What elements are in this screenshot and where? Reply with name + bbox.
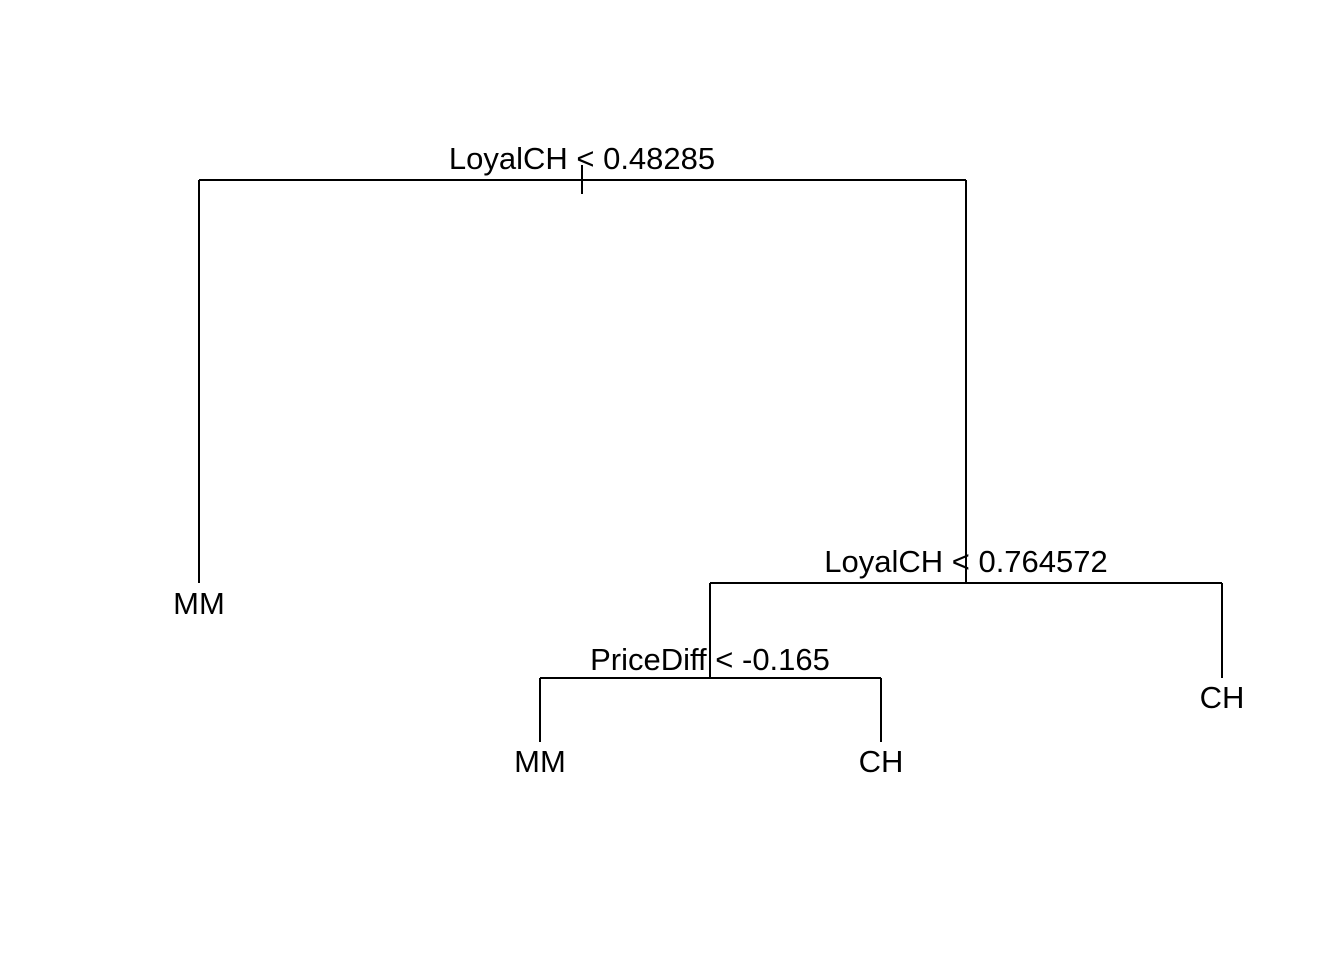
leaf-node-root-left: MM — [173, 180, 225, 621]
leaf-node-second-right: CH — [1200, 583, 1245, 715]
leaf-node-third-right: CH — [859, 678, 904, 779]
second-split-node: LoyalCH < 0.764572 — [710, 180, 1222, 584]
third-split-node: PriceDiff < -0.165 — [540, 583, 881, 679]
third-split-label: PriceDiff < -0.165 — [590, 642, 830, 677]
leaf-label-second-right: CH — [1200, 680, 1245, 715]
root-split-label: LoyalCH < 0.48285 — [449, 141, 715, 176]
leaf-label-third-right: CH — [859, 744, 904, 779]
leaf-label-third-left: MM — [514, 744, 566, 779]
second-split-label: LoyalCH < 0.764572 — [824, 544, 1108, 579]
root-split-node: LoyalCH < 0.48285 — [199, 141, 966, 194]
leaf-label-root-left: MM — [173, 586, 225, 621]
leaf-node-third-left: MM — [514, 678, 566, 779]
